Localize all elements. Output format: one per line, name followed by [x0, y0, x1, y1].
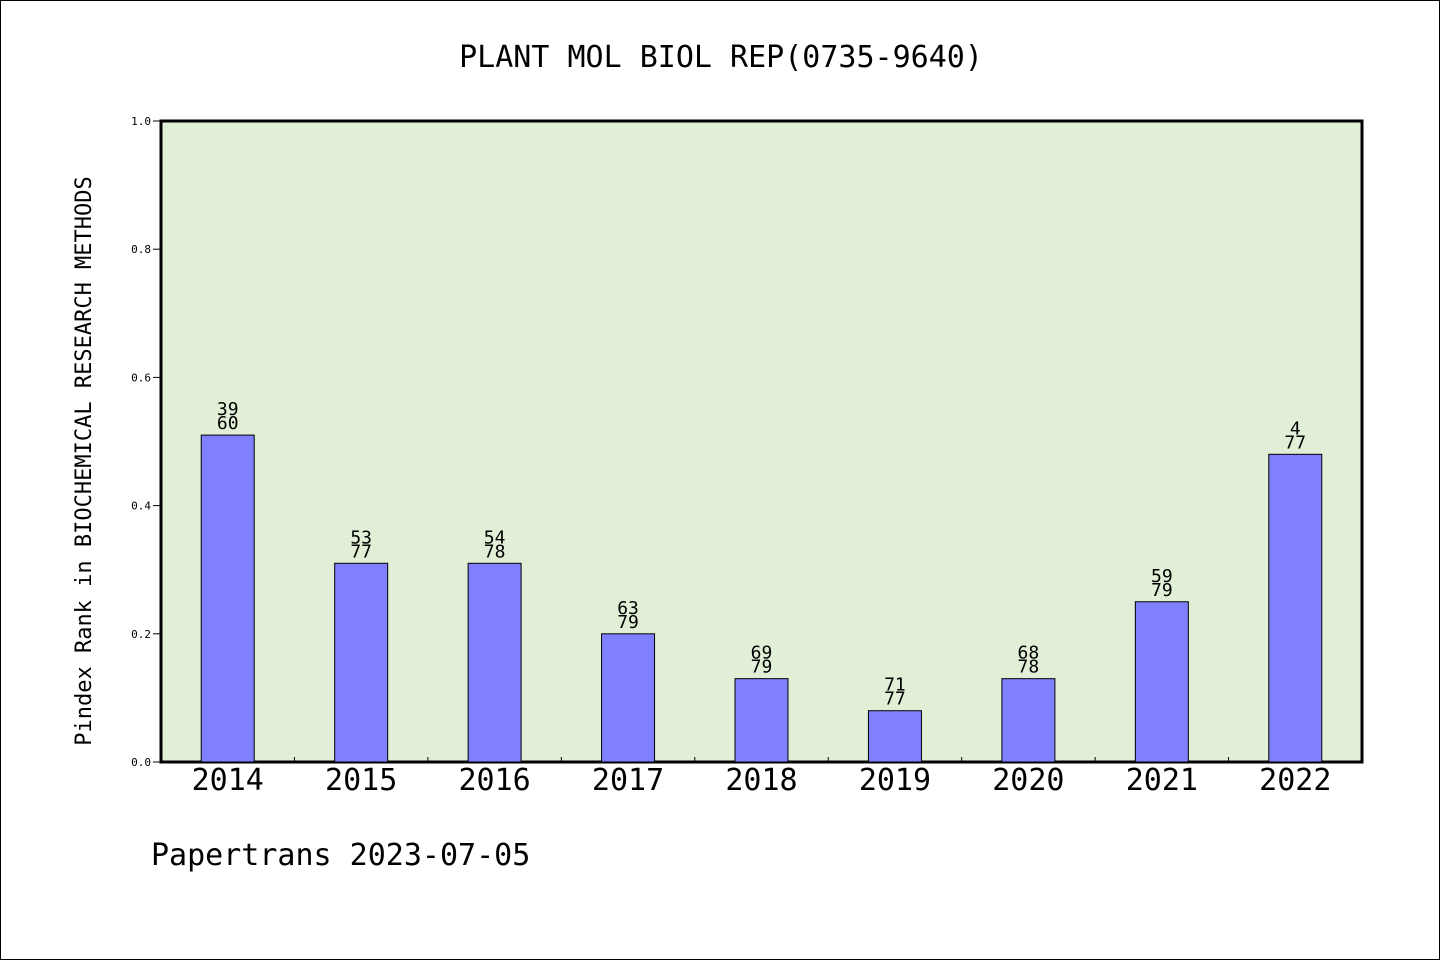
bar-2019 — [867, 710, 922, 763]
bar-total-label: 79 — [617, 612, 639, 633]
footer-text: Papertrans 2023-07-05 — [151, 838, 530, 873]
bar-2016 — [467, 562, 522, 763]
bar-total-label: 60 — [217, 413, 239, 434]
bar-total-label: 77 — [884, 689, 906, 710]
bar-2014 — [200, 434, 255, 763]
x-tick-label: 2017 — [592, 763, 664, 798]
bar-rank-label: 63 — [617, 598, 639, 619]
bar-rank-label: 68 — [1018, 643, 1040, 664]
bar-2018 — [734, 678, 789, 763]
x-tick-label: 2016 — [458, 763, 530, 798]
x-tick-label: 2020 — [992, 763, 1064, 798]
bar-rank-label: 71 — [884, 675, 906, 696]
bar-total-label: 78 — [484, 541, 506, 562]
bar-2022 — [1268, 453, 1323, 763]
bar-rank-label: 39 — [217, 399, 239, 420]
chart-title: PLANT MOL BIOL REP(0735-9640) — [459, 40, 983, 75]
y-tick-label: 0.8 — [131, 243, 151, 256]
y-tick-label: 0.0 — [131, 756, 151, 769]
x-axis: 2014 2015 2016 2017 2018 2019 2020 2021 2022 — [192, 757, 1331, 798]
bar-total-label: 79 — [751, 657, 773, 678]
x-tick-label: 2014 — [192, 763, 264, 798]
bar-total-label: 79 — [1151, 580, 1173, 601]
y-tick-label: 0.2 — [131, 628, 151, 641]
bar-2020 — [1001, 678, 1056, 763]
bar-rank-label: 4 — [1290, 418, 1301, 439]
bar-2015 — [334, 562, 389, 763]
x-tick-label: 2015 — [325, 763, 397, 798]
bar-rank-label: 53 — [350, 527, 372, 548]
y-tick-label: 0.4 — [131, 500, 151, 513]
bar-rank-label: 69 — [751, 643, 773, 664]
bar-total-label: 78 — [1018, 657, 1040, 678]
x-tick-label: 2021 — [1126, 763, 1198, 798]
bar-total-label: 77 — [1284, 432, 1306, 453]
bar-total-label: 77 — [350, 541, 372, 562]
bar-rank-label: 59 — [1151, 566, 1173, 587]
x-tick-label: 2018 — [725, 763, 797, 798]
x-tick-label: 2019 — [859, 763, 931, 798]
bar-rank-label: 54 — [484, 527, 506, 548]
bar-2017 — [601, 633, 656, 763]
y-axis-label: Pindex Rank in BIOCHEMICAL RESEARCH METH… — [72, 176, 97, 746]
y-tick-label: 0.6 — [131, 371, 151, 384]
y-tick-label: 1.0 — [131, 115, 151, 128]
x-tick-label: 2022 — [1259, 763, 1331, 798]
bar-2021 — [1134, 601, 1189, 763]
y-axis: 0.0 0.2 0.4 0.6 0.8 1.0 — [131, 115, 161, 769]
